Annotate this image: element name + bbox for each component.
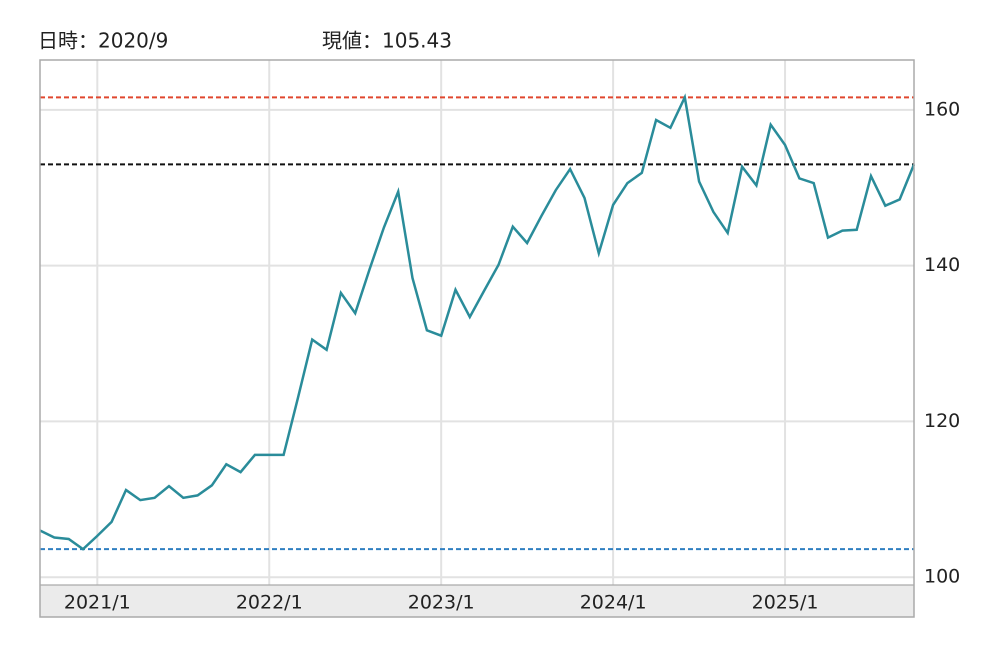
hover-date: 日時：2020/9 — [38, 29, 168, 53]
x-tick-label: 2024/1 — [580, 592, 647, 614]
y-tick-label: 160 — [924, 98, 960, 120]
plot-frame — [39, 59, 915, 618]
hover-value: 現値：105.43 — [322, 29, 452, 53]
x-axis-band — [40, 585, 914, 617]
x-tick-label: 2022/1 — [236, 592, 303, 614]
y-tick-label: 140 — [924, 254, 960, 276]
y-tick-label: 100 — [924, 566, 960, 588]
y-tick-label: 120 — [924, 410, 960, 432]
price-line — [39, 93, 916, 551]
x-tick-label: 2023/1 — [408, 592, 475, 614]
x-tick-label: 2021/1 — [64, 592, 131, 614]
x-tick-label: 2025/1 — [752, 592, 819, 614]
